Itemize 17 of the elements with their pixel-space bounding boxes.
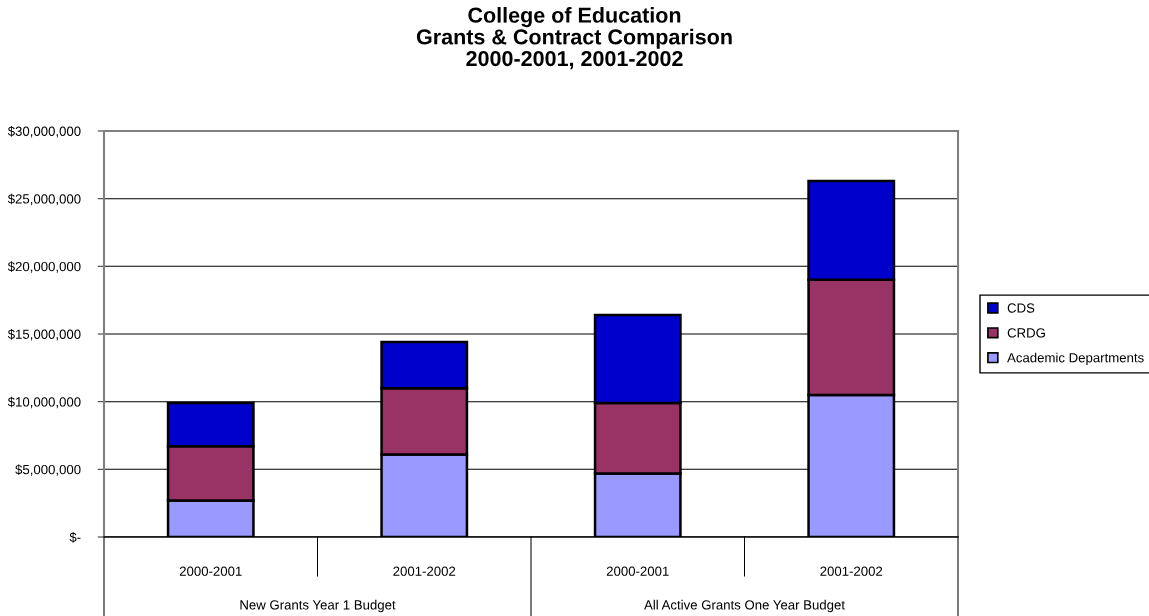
legend-label: CRDG xyxy=(1007,328,1045,338)
x-tick-label: 2000-2001 xyxy=(179,566,242,576)
chart-title: College of Education Grants & Contract Comparison 2000-2001, 2001-2002 xyxy=(416,7,732,70)
y-tick-label: $5,000,000 xyxy=(15,464,81,476)
y-tick-label: $10,000,000 xyxy=(7,396,81,409)
y-tick-label: $15,000,000 xyxy=(7,329,81,341)
y-tick-label: $30,000,000 xyxy=(7,126,81,138)
x-tick-label: 2001-2002 xyxy=(820,566,883,576)
text: New Grants Year 1 Budget xyxy=(240,599,396,613)
y-tick-label: $20,000,000 xyxy=(7,261,81,273)
legend-label: Academic Departments xyxy=(1007,352,1144,365)
y-tick-label: $- xyxy=(69,532,81,543)
x-tick-label: 2001-2002 xyxy=(393,566,456,576)
y-tick-label: $25,000,000 xyxy=(7,193,81,206)
text: All Active Grants One Year Budget xyxy=(644,599,845,613)
legend-label: CDS xyxy=(1007,303,1035,313)
x-tick-label: 2000-2001 xyxy=(606,566,669,576)
